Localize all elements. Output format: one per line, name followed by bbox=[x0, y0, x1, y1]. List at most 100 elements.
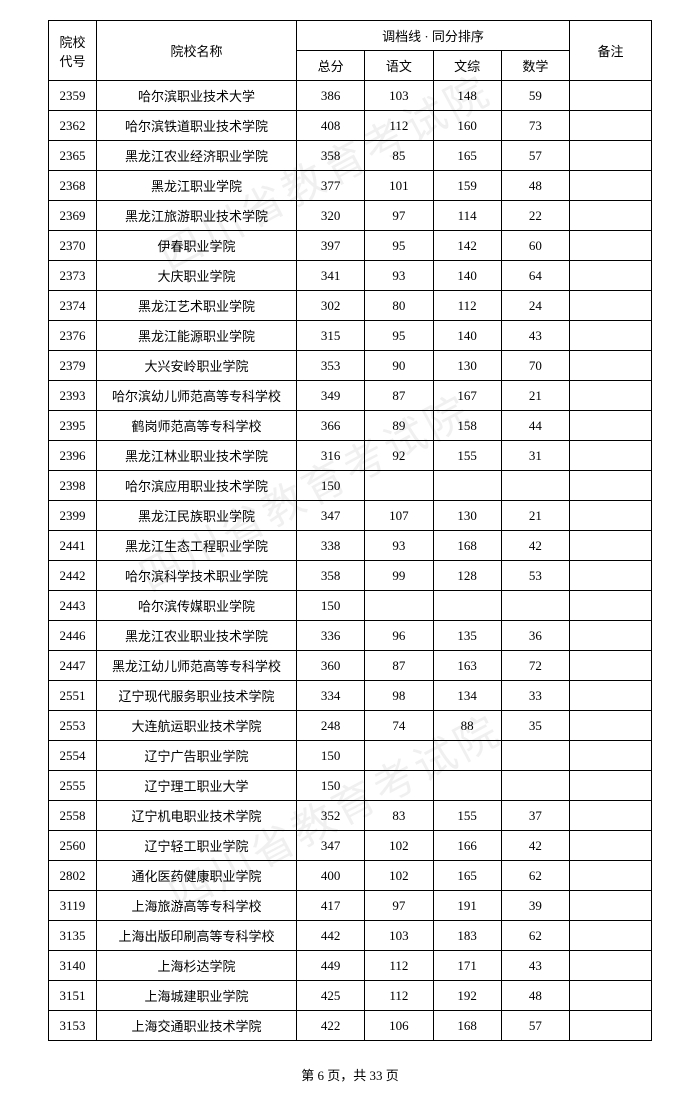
cell-chinese: 93 bbox=[365, 531, 433, 561]
cell-name: 通化医药健康职业学院 bbox=[97, 861, 297, 891]
cell-wenzong: 166 bbox=[433, 831, 501, 861]
cell-code: 3151 bbox=[49, 981, 97, 1011]
cell-remark bbox=[570, 201, 652, 231]
cell-remark bbox=[570, 171, 652, 201]
cell-code: 2399 bbox=[49, 501, 97, 531]
header-wenzong: 文综 bbox=[433, 51, 501, 81]
cell-total: 347 bbox=[297, 831, 365, 861]
cell-total: 150 bbox=[297, 771, 365, 801]
table-row: 2374黑龙江艺术职业学院3028011224 bbox=[49, 291, 652, 321]
cell-name: 黑龙江民族职业学院 bbox=[97, 501, 297, 531]
cell-code: 3119 bbox=[49, 891, 97, 921]
cell-total: 425 bbox=[297, 981, 365, 1011]
cell-code: 2369 bbox=[49, 201, 97, 231]
table-row: 2369黑龙江旅游职业技术学院3209711422 bbox=[49, 201, 652, 231]
cell-wenzong: 158 bbox=[433, 411, 501, 441]
cell-name: 上海交通职业技术学院 bbox=[97, 1011, 297, 1041]
cell-total: 397 bbox=[297, 231, 365, 261]
cell-code: 2359 bbox=[49, 81, 97, 111]
cell-remark bbox=[570, 741, 652, 771]
cell-math: 48 bbox=[501, 171, 569, 201]
cell-wenzong: 159 bbox=[433, 171, 501, 201]
cell-code: 2560 bbox=[49, 831, 97, 861]
cell-math: 22 bbox=[501, 201, 569, 231]
cell-remark bbox=[570, 291, 652, 321]
cell-chinese: 98 bbox=[365, 681, 433, 711]
cell-math: 70 bbox=[501, 351, 569, 381]
cell-math: 73 bbox=[501, 111, 569, 141]
cell-math: 42 bbox=[501, 531, 569, 561]
cell-remark bbox=[570, 801, 652, 831]
cell-total: 442 bbox=[297, 921, 365, 951]
cell-math: 35 bbox=[501, 711, 569, 741]
cell-wenzong: 112 bbox=[433, 291, 501, 321]
cell-name: 黑龙江农业职业技术学院 bbox=[97, 621, 297, 651]
cell-math bbox=[501, 741, 569, 771]
table-row: 2370伊春职业学院3979514260 bbox=[49, 231, 652, 261]
table-row: 2553大连航运职业技术学院248748835 bbox=[49, 711, 652, 741]
table-row: 2368黑龙江职业学院37710115948 bbox=[49, 171, 652, 201]
cell-wenzong bbox=[433, 471, 501, 501]
cell-name: 黑龙江林业职业技术学院 bbox=[97, 441, 297, 471]
table-row: 2551辽宁现代服务职业技术学院3349813433 bbox=[49, 681, 652, 711]
table-row: 3153上海交通职业技术学院42210616857 bbox=[49, 1011, 652, 1041]
cell-total: 358 bbox=[297, 561, 365, 591]
cell-chinese: 101 bbox=[365, 171, 433, 201]
cell-total: 150 bbox=[297, 741, 365, 771]
cell-name: 黑龙江能源职业学院 bbox=[97, 321, 297, 351]
cell-wenzong bbox=[433, 771, 501, 801]
cell-code: 2396 bbox=[49, 441, 97, 471]
cell-wenzong: 88 bbox=[433, 711, 501, 741]
cell-math: 21 bbox=[501, 501, 569, 531]
cell-code: 2442 bbox=[49, 561, 97, 591]
cell-chinese: 83 bbox=[365, 801, 433, 831]
cell-code: 2558 bbox=[49, 801, 97, 831]
cell-math: 48 bbox=[501, 981, 569, 1011]
cell-total: 248 bbox=[297, 711, 365, 741]
cell-chinese: 85 bbox=[365, 141, 433, 171]
cell-chinese: 102 bbox=[365, 861, 433, 891]
cell-total: 417 bbox=[297, 891, 365, 921]
cell-code: 2443 bbox=[49, 591, 97, 621]
header-chinese: 语文 bbox=[365, 51, 433, 81]
cell-remark bbox=[570, 951, 652, 981]
header-name: 院校名称 bbox=[97, 21, 297, 81]
cell-math: 37 bbox=[501, 801, 569, 831]
table-row: 2442哈尔滨科学技术职业学院3589912853 bbox=[49, 561, 652, 591]
cell-math: 62 bbox=[501, 921, 569, 951]
cell-wenzong: 142 bbox=[433, 231, 501, 261]
cell-code: 2551 bbox=[49, 681, 97, 711]
cell-code: 2374 bbox=[49, 291, 97, 321]
cell-total: 400 bbox=[297, 861, 365, 891]
cell-chinese: 103 bbox=[365, 81, 433, 111]
table-row: 2398哈尔滨应用职业技术学院150 bbox=[49, 471, 652, 501]
cell-chinese: 107 bbox=[365, 501, 433, 531]
cell-math: 59 bbox=[501, 81, 569, 111]
cell-name: 大连航运职业技术学院 bbox=[97, 711, 297, 741]
cell-remark bbox=[570, 261, 652, 291]
cell-total: 150 bbox=[297, 591, 365, 621]
cell-math: 43 bbox=[501, 321, 569, 351]
cell-remark bbox=[570, 531, 652, 561]
score-table: 院校 代号 院校名称 调档线 · 同分排序 备注 总分 语文 文综 数学 235… bbox=[48, 20, 652, 1041]
cell-name: 大庆职业学院 bbox=[97, 261, 297, 291]
cell-total: 334 bbox=[297, 681, 365, 711]
cell-chinese: 87 bbox=[365, 651, 433, 681]
cell-remark bbox=[570, 861, 652, 891]
cell-math: 44 bbox=[501, 411, 569, 441]
table-row: 2447黑龙江幼儿师范高等专科学校3608716372 bbox=[49, 651, 652, 681]
cell-wenzong: 191 bbox=[433, 891, 501, 921]
cell-remark bbox=[570, 111, 652, 141]
cell-math bbox=[501, 771, 569, 801]
cell-name: 辽宁广告职业学院 bbox=[97, 741, 297, 771]
cell-code: 3135 bbox=[49, 921, 97, 951]
table-row: 2395鹤岗师范高等专科学校3668915844 bbox=[49, 411, 652, 441]
cell-math: 33 bbox=[501, 681, 569, 711]
cell-name: 辽宁现代服务职业技术学院 bbox=[97, 681, 297, 711]
cell-wenzong: 168 bbox=[433, 531, 501, 561]
table-row: 3140上海杉达学院44911217143 bbox=[49, 951, 652, 981]
table-row: 2446黑龙江农业职业技术学院3369613536 bbox=[49, 621, 652, 651]
table-row: 2558辽宁机电职业技术学院3528315537 bbox=[49, 801, 652, 831]
cell-wenzong: 163 bbox=[433, 651, 501, 681]
table-row: 2373大庆职业学院3419314064 bbox=[49, 261, 652, 291]
